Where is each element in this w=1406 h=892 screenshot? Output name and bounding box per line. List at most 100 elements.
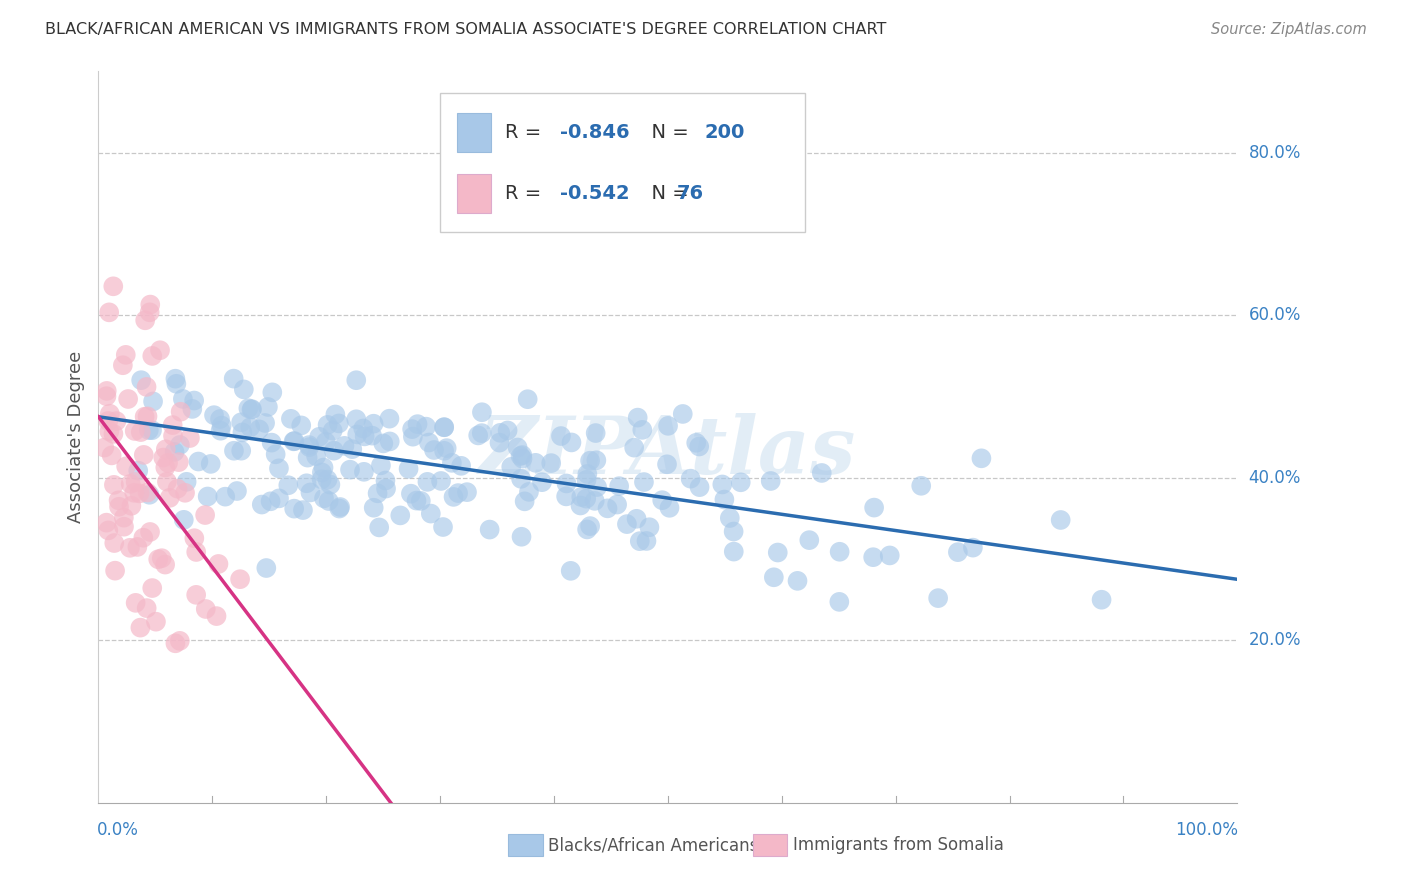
Point — [575, 473, 598, 487]
Point — [405, 493, 427, 508]
Point — [280, 412, 302, 426]
Point — [970, 451, 993, 466]
Text: 0.0%: 0.0% — [97, 821, 139, 839]
Point — [579, 519, 602, 533]
Point — [114, 348, 136, 362]
Point — [638, 520, 661, 534]
Point — [153, 558, 176, 572]
Point — [367, 486, 389, 500]
Point — [139, 297, 162, 311]
Point — [155, 442, 177, 457]
Point — [305, 449, 328, 463]
Point — [316, 417, 339, 432]
Point — [530, 475, 553, 490]
Point — [167, 455, 190, 469]
Point — [730, 475, 752, 490]
Bar — [457, 174, 491, 213]
Point — [433, 420, 456, 434]
Point — [799, 533, 821, 548]
Point — [264, 447, 287, 461]
Point — [183, 531, 205, 545]
Point — [325, 408, 347, 422]
Point — [616, 517, 638, 532]
Point — [134, 313, 156, 327]
Point — [910, 479, 932, 493]
Point — [713, 492, 735, 507]
Point — [406, 417, 429, 431]
Point — [596, 501, 619, 516]
Point — [142, 394, 165, 409]
Point — [496, 424, 519, 438]
Point — [685, 435, 707, 450]
Text: ZIPAtlas: ZIPAtlas — [479, 413, 856, 491]
Point — [157, 456, 180, 470]
Point — [100, 449, 122, 463]
Point — [510, 472, 533, 486]
Point — [927, 591, 949, 606]
Point — [159, 491, 181, 505]
Point — [156, 475, 179, 489]
Point — [585, 425, 607, 440]
Point — [628, 534, 651, 549]
Text: -0.846: -0.846 — [560, 123, 630, 142]
Point — [136, 485, 159, 500]
Point — [633, 475, 655, 489]
Point — [267, 491, 290, 506]
Point — [433, 420, 456, 434]
Point — [524, 456, 547, 470]
Point — [155, 460, 177, 475]
Point — [1090, 592, 1112, 607]
Point — [328, 417, 350, 431]
Point — [432, 520, 454, 534]
Point — [211, 418, 233, 433]
Point — [467, 428, 489, 442]
Bar — [509, 834, 543, 856]
Point — [419, 507, 441, 521]
Point — [418, 435, 440, 450]
Point — [96, 384, 118, 398]
Point — [239, 420, 262, 434]
Point — [517, 484, 540, 499]
Point — [98, 425, 121, 439]
Point — [311, 466, 333, 480]
Point — [328, 501, 350, 516]
Point — [946, 545, 969, 559]
Point — [122, 485, 145, 500]
Point — [315, 434, 337, 449]
Point — [786, 574, 808, 588]
Point — [240, 402, 263, 417]
Point — [132, 531, 155, 545]
Point — [232, 383, 254, 397]
Point — [711, 477, 734, 491]
Y-axis label: Associate's Degree: Associate's Degree — [66, 351, 84, 524]
Text: Source: ZipAtlas.com: Source: ZipAtlas.com — [1211, 22, 1367, 37]
Point — [169, 405, 191, 419]
Point — [222, 443, 245, 458]
Point — [318, 494, 340, 508]
Point — [506, 441, 529, 455]
Point — [139, 524, 162, 539]
Point — [651, 493, 673, 508]
Point — [339, 463, 361, 477]
Point — [163, 445, 186, 459]
Point — [103, 279, 125, 293]
Point — [471, 405, 494, 419]
Point — [353, 465, 375, 479]
Text: R =: R = — [505, 184, 547, 202]
Point — [260, 435, 283, 450]
Point — [759, 474, 782, 488]
Point — [152, 450, 174, 465]
Point — [623, 441, 645, 455]
Point — [186, 545, 208, 559]
FancyBboxPatch shape — [440, 94, 804, 232]
Point — [205, 609, 228, 624]
Point — [103, 536, 125, 550]
Point — [560, 435, 582, 450]
Point — [658, 500, 681, 515]
Point — [319, 477, 342, 491]
Point — [810, 466, 832, 480]
Point — [606, 498, 628, 512]
Point — [112, 519, 135, 533]
Point — [145, 615, 167, 629]
Text: Immigrants from Somalia: Immigrants from Somalia — [793, 836, 1004, 855]
